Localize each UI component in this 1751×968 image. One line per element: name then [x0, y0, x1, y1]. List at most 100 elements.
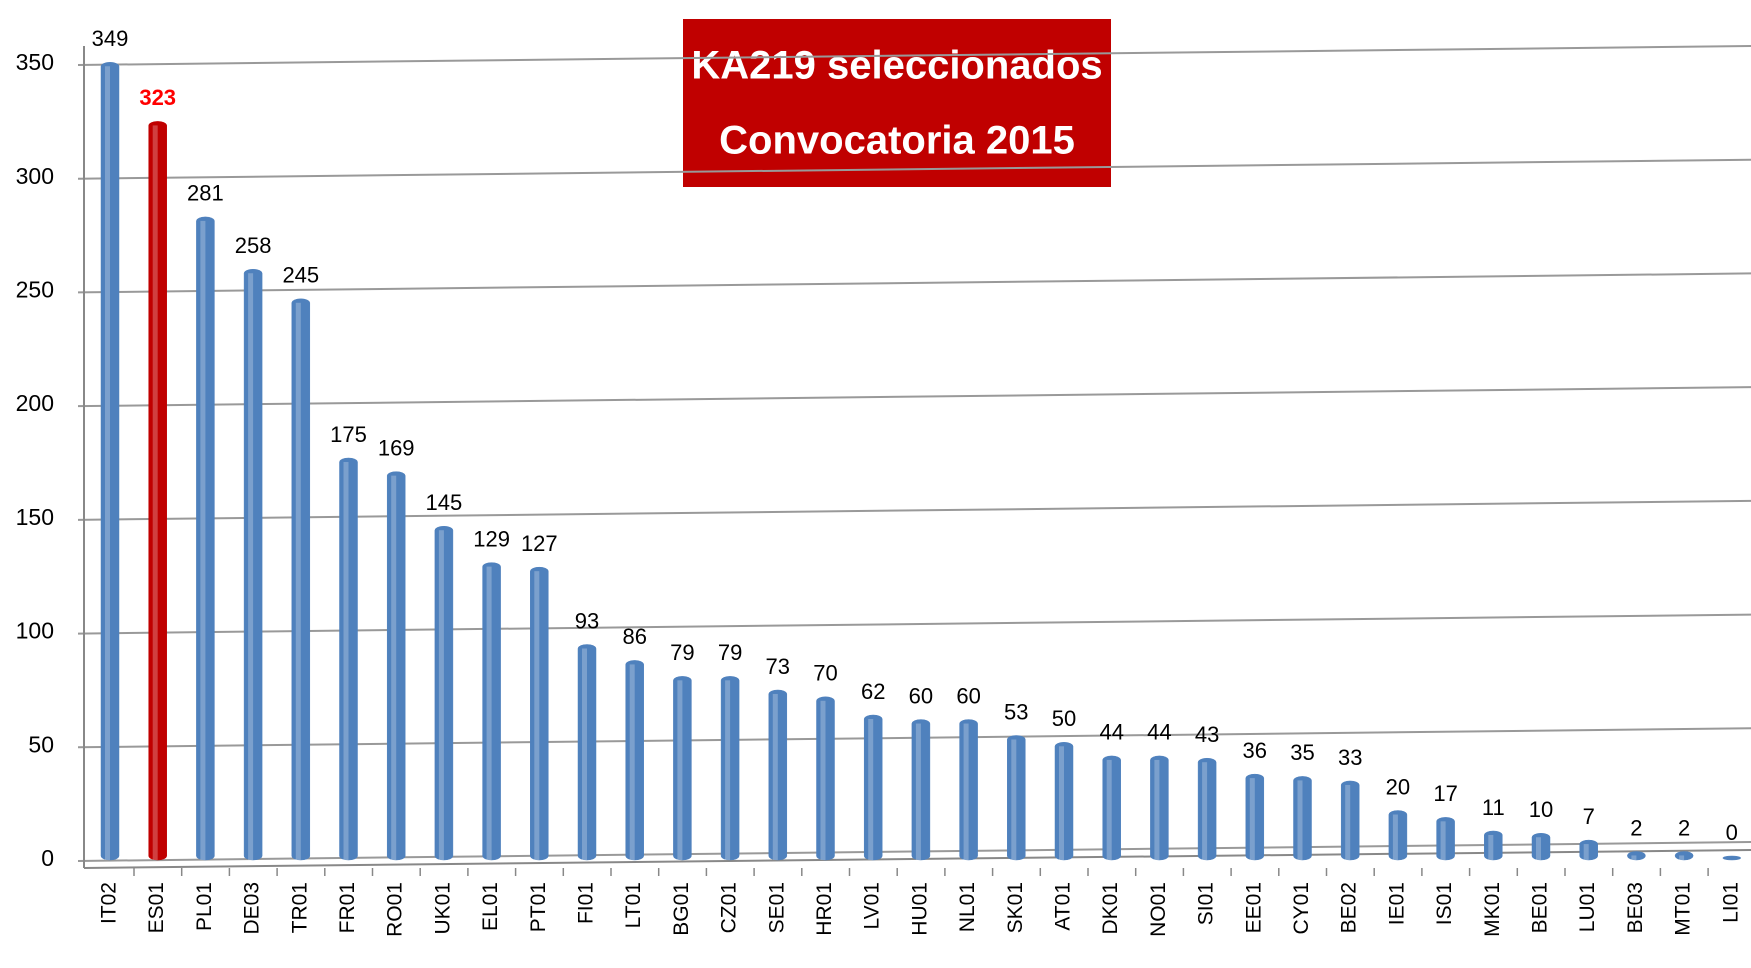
bar — [720, 676, 740, 861]
bar-shade — [248, 273, 254, 861]
bar — [1007, 735, 1026, 861]
x-tick-label: UK01 — [431, 882, 454, 935]
bar-shade — [1488, 834, 1494, 860]
x-tick-label: FI01 — [575, 882, 598, 924]
x-tick-label: IS01 — [1433, 882, 1456, 925]
chart-title: KA219 seleccionados — [691, 44, 1102, 88]
bar — [1579, 839, 1598, 861]
y-tick-label: 200 — [16, 390, 54, 416]
x-tick-label: RO01 — [384, 882, 407, 937]
data-label: 2 — [1678, 815, 1690, 840]
data-label: 7 — [1583, 804, 1595, 829]
bar — [196, 216, 215, 861]
y-tick-label: 300 — [16, 163, 54, 189]
x-tick-label: HU01 — [908, 882, 931, 936]
bar — [100, 62, 120, 861]
bar — [243, 268, 263, 861]
data-label: 53 — [1004, 699, 1028, 724]
bar-shade — [725, 680, 731, 860]
data-label: 0 — [1726, 820, 1738, 845]
bar — [1484, 830, 1503, 861]
bar — [1197, 757, 1217, 861]
x-tick-label: IT02 — [98, 882, 121, 924]
grid-line — [77, 158, 1751, 180]
data-label: 20 — [1386, 774, 1410, 799]
x-tick-label: NO01 — [1147, 882, 1170, 937]
bar-shade — [629, 664, 635, 860]
bar-shade — [1440, 821, 1446, 860]
bar-shade — [152, 125, 158, 861]
bar — [1436, 817, 1455, 861]
bar-shade — [820, 700, 826, 860]
bar-shade — [915, 723, 921, 860]
bar-shade — [1297, 780, 1303, 860]
bar-shade — [1059, 746, 1064, 860]
bar — [768, 689, 788, 861]
data-label: 62 — [861, 679, 885, 704]
x-tick-label: FR01 — [336, 882, 359, 933]
bar — [673, 676, 692, 861]
x-tick-label: LV01 — [861, 882, 884, 930]
y-tick-label: 350 — [16, 49, 54, 75]
x-tick-label: CZ01 — [718, 882, 741, 933]
bar-shade — [1583, 844, 1589, 860]
bar — [482, 562, 501, 861]
x-tick-label: NL01 — [956, 882, 979, 932]
x-tick-label: PT01 — [527, 882, 550, 932]
bar-shade — [200, 220, 206, 860]
x-tick-label: CY01 — [1290, 882, 1313, 935]
x-tick-label: DE03 — [241, 882, 264, 935]
bar-shade — [1536, 837, 1541, 860]
bar — [1245, 773, 1265, 861]
x-tick-label: BE03 — [1624, 882, 1647, 933]
bar — [816, 696, 835, 861]
title-box — [683, 19, 1111, 187]
data-label: 258 — [235, 233, 272, 258]
x-tick-label: AT01 — [1052, 882, 1075, 931]
bar — [1627, 851, 1646, 861]
bar-shade — [486, 566, 492, 860]
data-label: 127 — [521, 531, 558, 556]
data-label: 323 — [139, 85, 176, 110]
x-tick-label: BG01 — [670, 882, 693, 936]
bar-shade — [963, 723, 969, 860]
bar — [1388, 810, 1408, 861]
bar — [434, 525, 454, 861]
data-label: 86 — [622, 624, 646, 649]
x-tick-label: MK01 — [1481, 882, 1504, 937]
data-label: 60 — [956, 683, 980, 708]
bar — [1054, 742, 1074, 861]
grid-line — [77, 45, 1751, 66]
x-tick-label: HR01 — [813, 882, 836, 936]
data-label: 44 — [1099, 720, 1123, 745]
data-label: 11 — [1482, 795, 1505, 820]
x-tick-label: MT01 — [1672, 882, 1695, 936]
x-tick-label: SI01 — [1195, 882, 1218, 925]
bar-shade — [582, 648, 587, 860]
x-tick-label: EL01 — [479, 882, 502, 931]
bar — [1531, 833, 1551, 861]
bar — [148, 121, 167, 861]
bar-shade — [1011, 739, 1017, 860]
grid-line — [77, 499, 1751, 521]
bar-shade — [1679, 855, 1685, 860]
y-tick-label: 50 — [28, 731, 54, 757]
data-label: 17 — [1433, 781, 1457, 806]
data-label: 35 — [1290, 740, 1314, 765]
y-tick-label: 250 — [16, 277, 54, 303]
x-tick-label: BE02 — [1338, 882, 1361, 933]
bar — [577, 644, 597, 861]
bar-shade — [391, 475, 397, 860]
bar-shade — [772, 693, 778, 860]
data-label: 175 — [330, 422, 367, 447]
x-tick-label: DK01 — [1099, 882, 1122, 935]
data-label: 70 — [813, 661, 837, 686]
bar-shade — [1345, 784, 1351, 860]
grid-line — [77, 272, 1751, 294]
bar — [911, 719, 931, 861]
data-label: 43 — [1195, 722, 1219, 747]
y-tick-label: 150 — [16, 504, 54, 530]
bar — [1340, 780, 1360, 861]
data-label: 50 — [1052, 706, 1076, 731]
